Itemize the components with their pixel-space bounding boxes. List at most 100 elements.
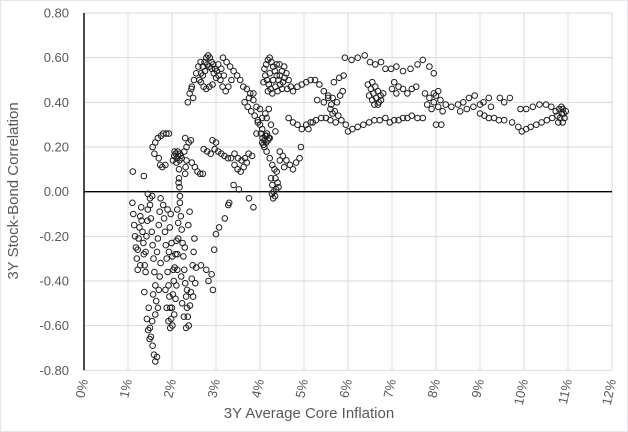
data-point [419,114,427,122]
data-point [548,114,556,122]
data-point [174,206,181,213]
data-point [155,221,163,229]
data-point [134,246,141,253]
data-point [536,101,543,108]
data-point [421,90,429,97]
data-point [327,116,334,124]
data-point [377,58,385,66]
y-tick-label: 0.40 [44,95,69,110]
data-point [245,150,252,157]
data-point [276,61,283,68]
data-point [165,317,172,325]
data-point [250,204,257,211]
x-tick-label: 11% [555,377,575,405]
data-point [167,210,174,218]
data-point [284,85,291,93]
data-point [241,99,248,106]
data-point [191,235,198,242]
data-point [434,87,442,95]
data-point [177,212,185,220]
data-point [496,94,504,102]
data-point [296,154,303,162]
data-point [237,168,244,175]
data-point [366,58,374,66]
data-point [236,76,244,84]
data-point [190,76,198,84]
data-points [129,52,570,365]
data-point [151,268,158,276]
data-point [379,90,387,97]
data-point [423,101,431,108]
data-point [426,94,433,102]
data-point [141,288,148,296]
data-point [174,148,181,155]
data-point [470,103,477,111]
data-point [274,87,281,95]
data-point [165,248,173,256]
data-point [559,105,567,113]
data-point [426,63,433,70]
data-point [181,244,189,251]
data-point [149,342,156,350]
data-point [286,161,294,169]
x-tick-label: 1% [116,377,135,399]
data-point [454,101,462,108]
data-point [243,85,251,93]
data-point [170,266,177,274]
data-point [320,99,328,106]
data-point [153,353,161,361]
data-point [292,159,300,166]
data-point [152,358,159,365]
data-point [180,313,188,321]
tick-labels: 0% 1% 2% 3% 4% 5% 6% 7% 8% 9% 10% 11% 12% 0.80 0.60 0.4… [39,6,619,407]
data-point [153,248,161,256]
data-point [154,235,162,242]
data-point [178,226,185,233]
data-point [152,311,159,318]
x-tick-label: 3% [204,377,223,399]
data-point [244,103,251,111]
data-point [407,65,414,73]
data-point [465,94,473,102]
data-point [143,233,150,240]
data-point [527,123,534,131]
data-point [185,139,192,146]
data-point [408,112,416,119]
data-point [515,123,522,131]
data-point [247,108,255,115]
data-point [187,137,195,144]
data-point [139,228,146,236]
data-point [430,70,438,77]
data-point [258,114,266,122]
data-point [393,63,400,70]
data-point [173,282,180,289]
data-point [275,183,282,191]
data-point [269,76,277,84]
data-point [559,119,567,126]
data-point [335,112,342,119]
data-point [214,61,222,68]
data-point [354,54,362,62]
data-point [203,61,211,68]
data-point [233,72,241,79]
data-point [154,304,162,312]
data-point [140,172,148,180]
data-point [548,103,555,111]
data-point [280,163,288,171]
data-point [209,286,217,294]
data-point [144,326,152,334]
data-point [134,266,141,274]
data-point [248,152,256,160]
data-point [399,85,407,93]
data-point [495,116,503,124]
data-point [151,150,158,157]
data-point [289,87,297,95]
data-point [162,286,169,294]
data-point [354,123,362,131]
data-point [439,108,446,115]
y-tick-label: 0.00 [44,184,69,199]
data-point [437,96,444,104]
data-point [165,130,173,137]
data-point [253,130,260,137]
data-point [166,224,174,231]
